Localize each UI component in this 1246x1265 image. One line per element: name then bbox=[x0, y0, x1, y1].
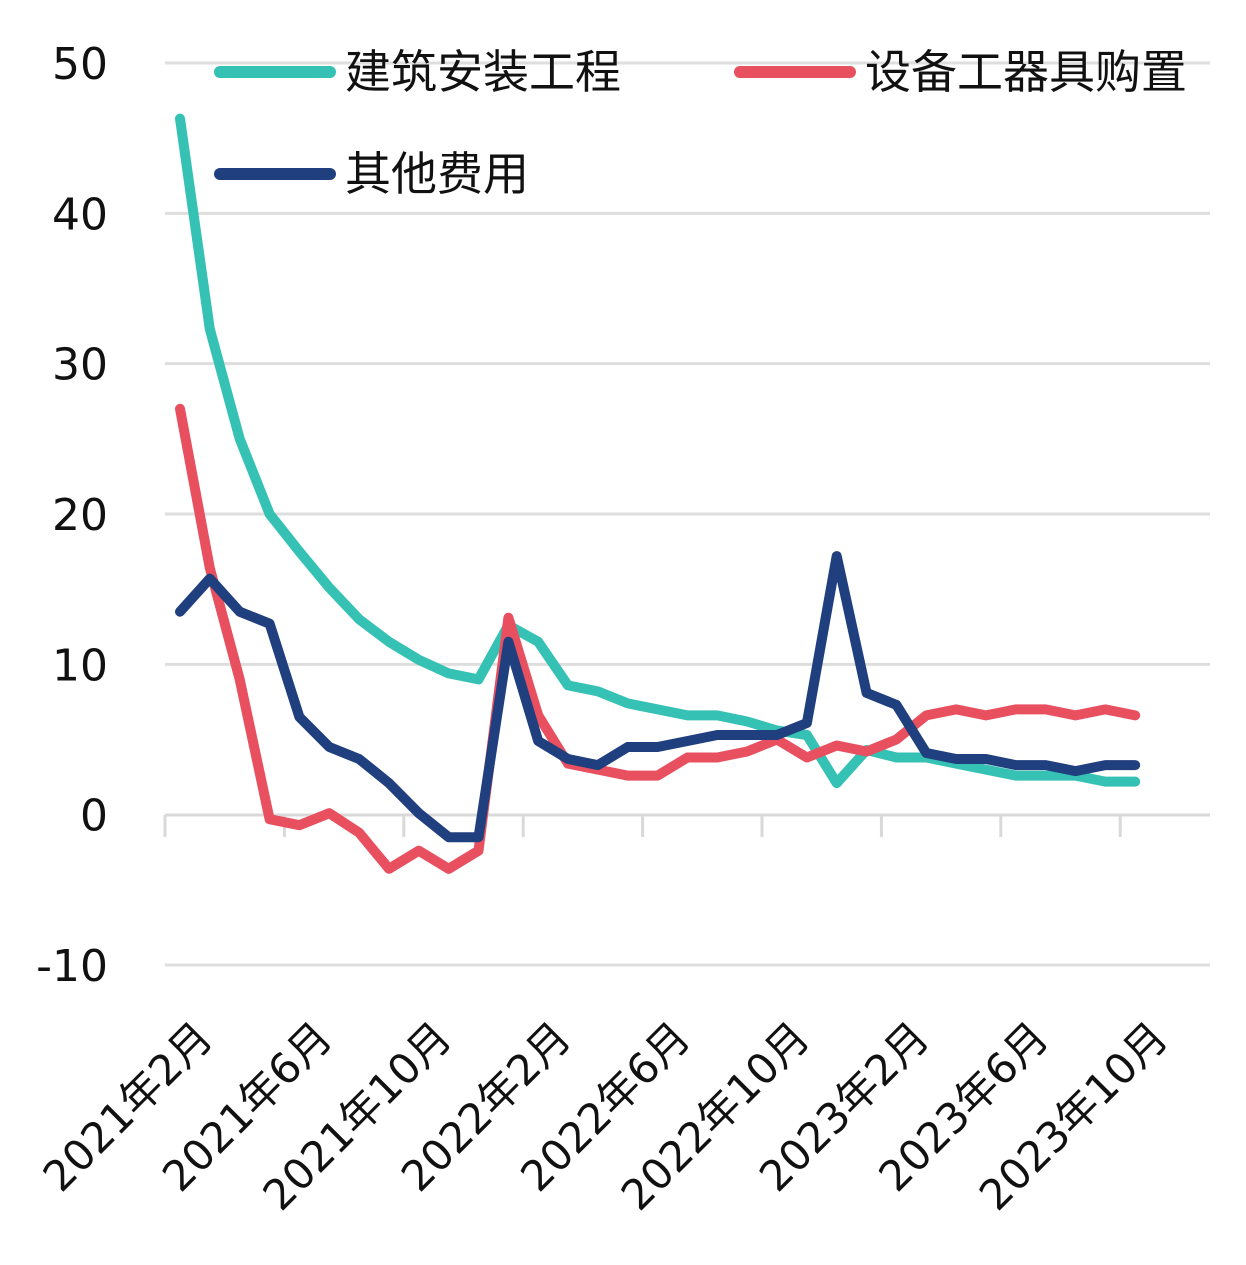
legend-label: 其他费用 bbox=[345, 147, 529, 201]
x-axis: 2021年2月2021年6月2021年10月2022年2月2022年6月2022… bbox=[34, 813, 1210, 1220]
series-line bbox=[175, 403, 1141, 874]
y-tick-label: 10 bbox=[52, 640, 108, 691]
y-tick-label: 20 bbox=[52, 490, 108, 541]
y-tick-label: 0 bbox=[80, 791, 108, 842]
y-tick-label: -10 bbox=[36, 941, 108, 992]
legend-label: 建筑安装工程 bbox=[345, 45, 621, 99]
gridlines bbox=[165, 61, 1210, 967]
series-line bbox=[175, 551, 1141, 843]
y-tick-label: 40 bbox=[52, 189, 108, 240]
y-tick-label: 30 bbox=[52, 340, 108, 391]
y-axis-ticks: -10 0 10 20 30 40 50 bbox=[36, 39, 108, 992]
series-line bbox=[175, 113, 1141, 789]
y-tick-label: 50 bbox=[52, 39, 108, 90]
legend-label: 设备工器具购置 bbox=[865, 45, 1187, 99]
series-lines bbox=[175, 113, 1141, 874]
